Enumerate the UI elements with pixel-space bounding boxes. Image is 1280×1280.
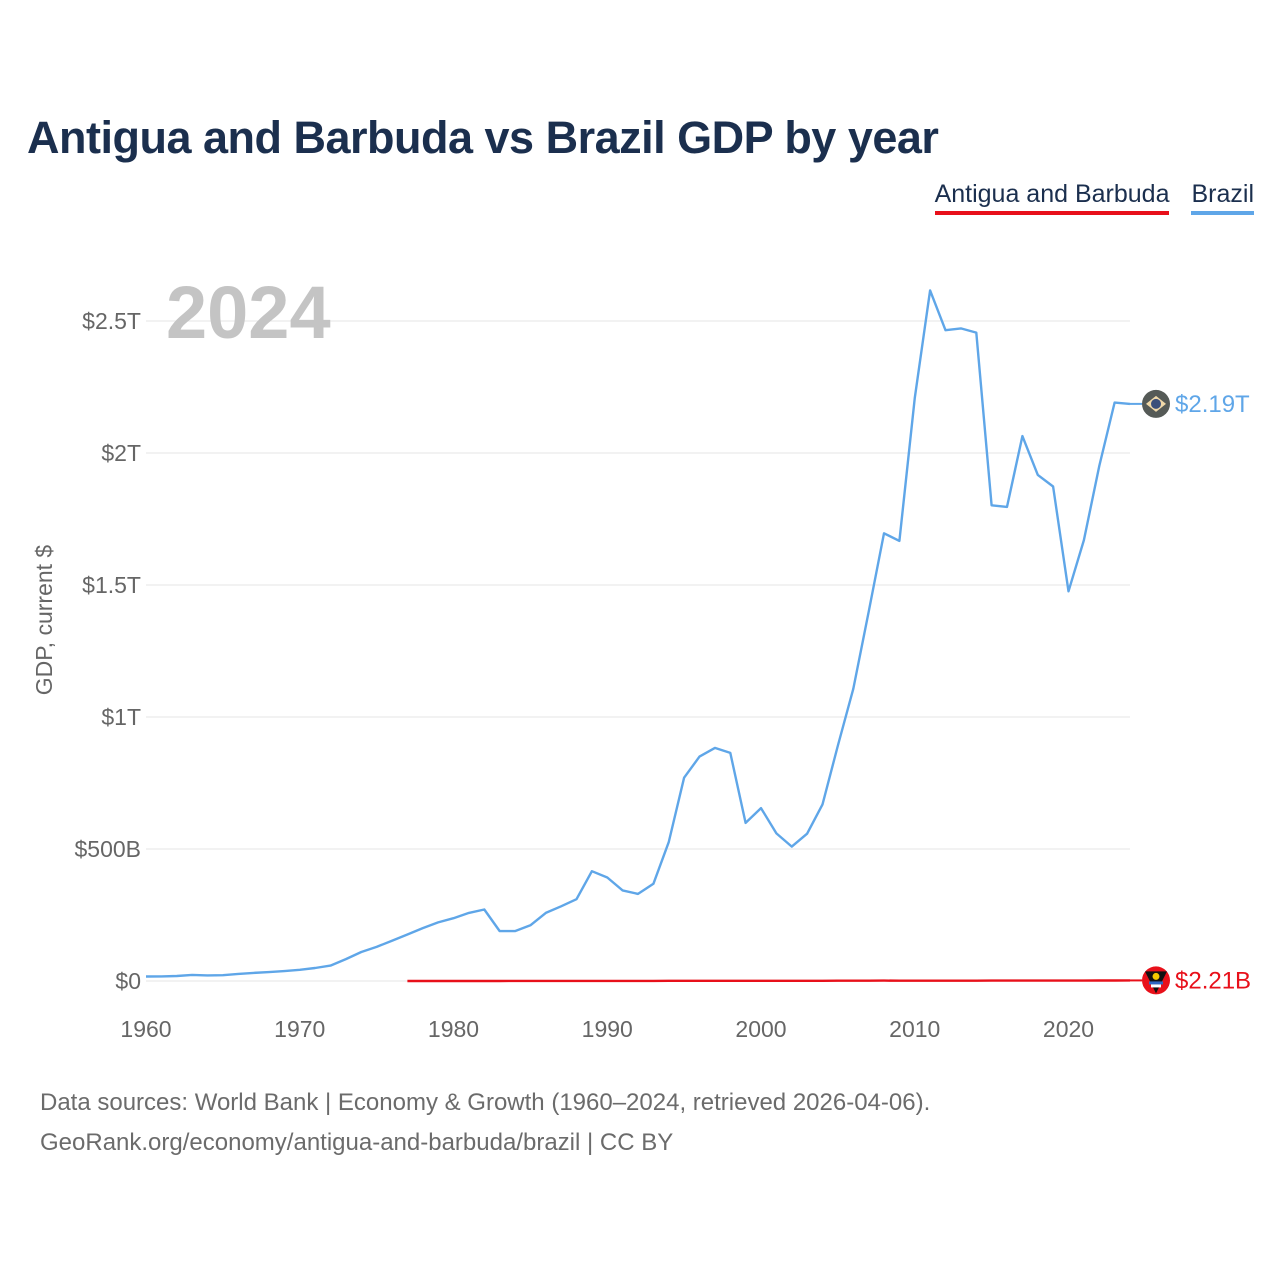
- y-tick-label: $0: [115, 968, 141, 994]
- flag-sun: [1152, 972, 1160, 980]
- footer-source: Data sources: World Bank | Economy & Gro…: [40, 1089, 931, 1116]
- legend-item-brazil[interactable]: Brazil: [1191, 180, 1254, 215]
- y-tick-label: $2T: [101, 440, 141, 466]
- series-line-brazil: [145, 289, 1131, 978]
- footer-link[interactable]: GeoRank.org/economy/antigua-and-barbuda/…: [40, 1129, 674, 1156]
- y-tick-label: $1T: [101, 704, 141, 730]
- legend-item-antigua[interactable]: Antigua and Barbuda: [934, 180, 1170, 215]
- antigua-flag-icon: [1142, 966, 1170, 995]
- y-tick-label: $500B: [74, 836, 141, 862]
- legend: Antigua and Barbuda Brazil: [934, 180, 1254, 215]
- end-value-label-antigua-and-barbuda: $2.21B: [1175, 967, 1251, 994]
- series-lines: [145, 289, 1131, 983]
- flag-band: [1149, 981, 1163, 985]
- x-tick-label: 1960: [120, 1016, 171, 1042]
- y-tick-label: $1.5T: [82, 572, 141, 598]
- x-tick-label: 2010: [889, 1016, 940, 1042]
- chart-title: Antigua and Barbuda vs Brazil GDP by yea…: [27, 112, 939, 163]
- series-end-markers: $2.19T $2.21B: [1130, 389, 1251, 995]
- x-tick-labels: 1960 1970 1980 1990 2000 2010 2020: [120, 1016, 1094, 1042]
- footer: Data sources: World Bank | Economy & Gro…: [40, 1083, 930, 1163]
- brazil-flag-icon: [1142, 389, 1170, 418]
- y-axis-label: GDP, current $: [31, 545, 57, 696]
- x-tick-label: 1990: [582, 1016, 633, 1042]
- grid-lines: [146, 320, 1130, 982]
- series-line-antigua-and-barbuda: [407, 979, 1131, 983]
- flag-globe: [1151, 398, 1161, 409]
- x-tick-label: 2020: [1043, 1016, 1094, 1042]
- y-tick-labels: $0 $500B $1T $1.5T $2T $2.5T: [74, 308, 141, 994]
- flag-band: [1151, 984, 1161, 988]
- x-tick-label: 1970: [274, 1016, 325, 1042]
- y-tick-label: $2.5T: [82, 308, 141, 334]
- end-value-label-brazil: $2.19T: [1175, 391, 1250, 418]
- year-watermark: 2024: [166, 271, 331, 354]
- x-tick-label: 1980: [428, 1016, 479, 1042]
- x-tick-label: 2000: [735, 1016, 786, 1042]
